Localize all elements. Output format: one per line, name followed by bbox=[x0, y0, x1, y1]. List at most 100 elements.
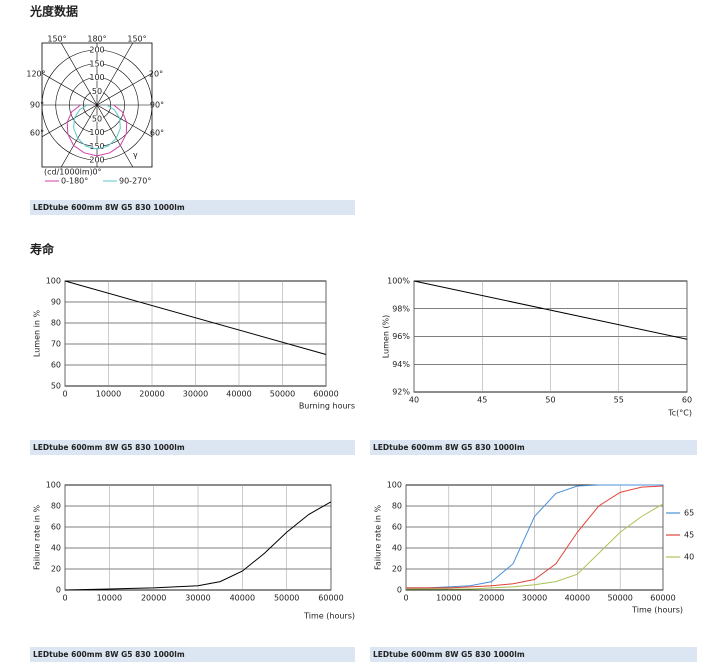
intensity-curve bbox=[66, 104, 98, 157]
x-tick-label: 40000 bbox=[226, 390, 251, 399]
x-tick-label: 20000 bbox=[139, 390, 164, 399]
unit-label: (cd/1000lm) bbox=[44, 168, 93, 177]
spoke bbox=[96, 104, 134, 167]
caption: LEDtube 600mm 8W G5 830 1000lm bbox=[33, 203, 185, 212]
spoke bbox=[42, 72, 98, 106]
y-tick-label: 94% bbox=[392, 360, 410, 369]
y-tick-label: 100 bbox=[387, 481, 402, 490]
y-tick-label: 70 bbox=[51, 340, 61, 349]
y-tick-label: 96% bbox=[392, 332, 410, 341]
x-tick-label: 40000 bbox=[230, 594, 255, 603]
angle-label: 20° bbox=[149, 70, 163, 79]
tick-bg bbox=[91, 157, 103, 163]
x-tick-label: 0 bbox=[62, 594, 67, 603]
series-line bbox=[64, 280, 327, 355]
y-tick-label: 50 bbox=[51, 382, 61, 391]
tick-bg bbox=[91, 115, 103, 122]
x-tick-label: 10000 bbox=[96, 390, 121, 399]
x-tick-label: 50000 bbox=[270, 390, 295, 399]
spoke bbox=[96, 72, 152, 106]
r-tick-label: 200 bbox=[89, 46, 104, 55]
intensity-curve bbox=[96, 104, 128, 157]
series-line bbox=[406, 484, 663, 589]
r-tick-label: 150 bbox=[89, 59, 104, 68]
caption: LEDtube 600mm 8W G5 830 1000lm bbox=[33, 650, 185, 659]
x-tick-label: 30000 bbox=[183, 390, 208, 399]
x-tick-label: 0 bbox=[403, 594, 408, 603]
x-axis-label: Time (hours) bbox=[303, 612, 355, 621]
tick-bg bbox=[91, 60, 103, 67]
x-tick-label: 50 bbox=[545, 396, 555, 405]
x-tick-label: 60 bbox=[682, 396, 692, 405]
y-tick-label: 98% bbox=[392, 304, 410, 313]
tick-bg bbox=[91, 74, 103, 81]
y-tick-label: 20 bbox=[51, 565, 61, 574]
r-tick-label: 200 bbox=[89, 156, 104, 165]
heading: 光度数据 bbox=[29, 4, 78, 19]
x-tick-label: 10000 bbox=[97, 594, 122, 603]
angle-label: 150° bbox=[127, 35, 146, 44]
x-axis-label: Burning hours bbox=[299, 402, 355, 411]
spoke bbox=[42, 104, 98, 138]
caption-bar bbox=[30, 200, 355, 215]
caption-bar bbox=[30, 647, 355, 662]
r-tick-label: 100 bbox=[89, 128, 104, 137]
r-tick-label: 150 bbox=[89, 142, 104, 151]
series-line bbox=[406, 485, 664, 589]
y-tick-label: 100 bbox=[46, 277, 61, 286]
angle-label: 150° bbox=[47, 35, 66, 44]
legend-label: 65 bbox=[684, 509, 694, 518]
y-tick-label: 40 bbox=[51, 544, 61, 553]
tick-bg bbox=[91, 143, 103, 150]
x-axis-label: Tc(°C) bbox=[667, 409, 692, 418]
r-tick-label: 50 bbox=[92, 87, 102, 96]
x-tick-label: 30000 bbox=[185, 594, 210, 603]
tick-bg bbox=[91, 129, 103, 136]
legend-label: 40 bbox=[684, 553, 694, 562]
x-tick-label: 50000 bbox=[274, 594, 299, 603]
angle-label: 60° bbox=[30, 129, 44, 138]
intensity-curve bbox=[73, 104, 98, 150]
y-tick-label: 60 bbox=[51, 523, 61, 532]
x-tick-label: 55 bbox=[614, 396, 624, 405]
spoke bbox=[60, 43, 98, 106]
x-tick-label: 60000 bbox=[318, 594, 343, 603]
series-line bbox=[64, 501, 332, 591]
legend-label: 0-180° bbox=[61, 177, 88, 186]
y-tick-label: 0 bbox=[56, 586, 61, 595]
y-tick-label: 80 bbox=[51, 502, 61, 511]
angle-label: 180° bbox=[87, 35, 106, 44]
x-tick-label: 20000 bbox=[141, 594, 166, 603]
y-tick-label: 40 bbox=[392, 544, 402, 553]
tick-bg bbox=[91, 47, 103, 53]
angle-label: 120° bbox=[26, 70, 45, 79]
x-tick-label: 60000 bbox=[313, 390, 338, 399]
x-tick-label: 50000 bbox=[607, 594, 632, 603]
y-tick-label: 100 bbox=[46, 481, 61, 490]
x-axis-label: Time (hours) bbox=[631, 606, 683, 615]
y-axis-label: Failure rate in % bbox=[374, 505, 383, 570]
y-tick-label: 80 bbox=[51, 319, 61, 328]
y-tick-label: 80 bbox=[392, 502, 402, 511]
x-tick-label: 60000 bbox=[650, 594, 675, 603]
spokes bbox=[42, 43, 152, 167]
x-tick-label: 30000 bbox=[522, 594, 547, 603]
x-tick-label: 10000 bbox=[436, 594, 461, 603]
heading: 寿命 bbox=[30, 242, 55, 257]
bottom-label: 0° bbox=[92, 168, 101, 177]
spoke bbox=[96, 104, 152, 138]
y-tick-label: 92% bbox=[392, 388, 410, 397]
intensity-curve bbox=[96, 104, 121, 150]
caption: LEDtube 600mm 8W G5 830 1000lm bbox=[373, 443, 525, 452]
y-tick-label: 60 bbox=[392, 523, 402, 532]
caption: LEDtube 600mm 8W G5 830 1000lm bbox=[373, 650, 525, 659]
legend-label: 90-270° bbox=[119, 177, 151, 186]
legend-label: 45 bbox=[684, 531, 694, 540]
y-tick-label: 20 bbox=[392, 565, 402, 574]
x-tick-label: 0 bbox=[62, 390, 67, 399]
y-tick-label: 60 bbox=[51, 361, 61, 370]
y-tick-label: 0 bbox=[397, 586, 402, 595]
caption-bar bbox=[370, 440, 697, 455]
caption-bar bbox=[30, 440, 355, 455]
